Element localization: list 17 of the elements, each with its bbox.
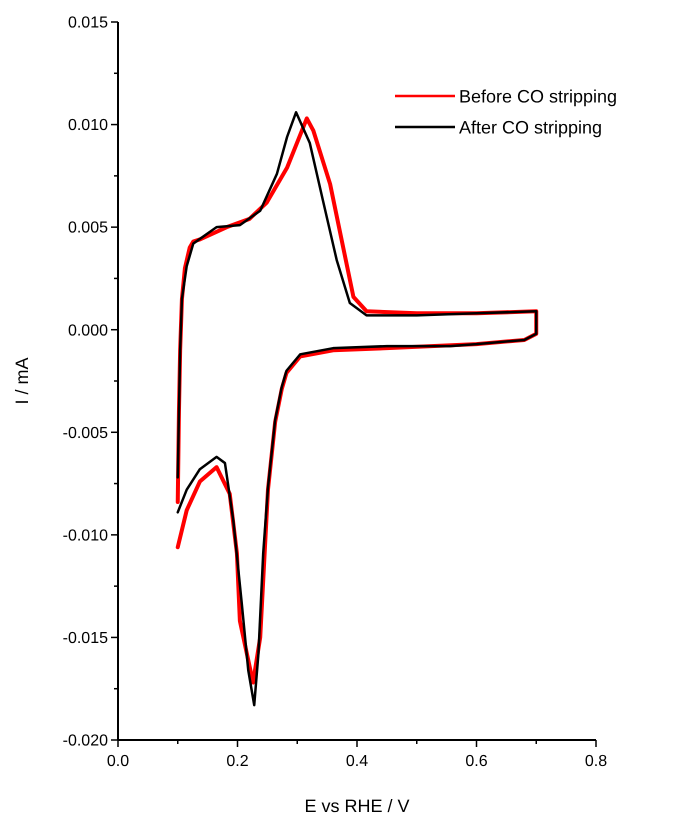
y-tick-label: 0.000 [68, 322, 108, 340]
x-tick-label: 0.6 [465, 753, 488, 770]
y-tick-label: 0.015 [68, 14, 108, 32]
y-tick-label: -0.015 [62, 630, 108, 648]
y-axis-title: I / mA [12, 357, 32, 405]
x-tick-label: 0.8 [584, 753, 608, 770]
y-tick-label: 0.005 [68, 220, 108, 237]
y-tick-label: -0.005 [62, 424, 108, 442]
x-axis-title: E vs RHE / V [304, 796, 410, 816]
y-tick-label: 0.010 [68, 117, 108, 134]
legend-label: Before CO stripping [459, 86, 618, 106]
x-tick-label: 0.4 [346, 753, 368, 770]
y-tick-label: -0.020 [62, 732, 108, 750]
x-tick-label: 0.0 [106, 753, 130, 770]
x-tick-label: 0.2 [226, 753, 249, 770]
legend-label: After CO stripping [459, 117, 602, 138]
y-tick-label: -0.010 [62, 527, 108, 544]
